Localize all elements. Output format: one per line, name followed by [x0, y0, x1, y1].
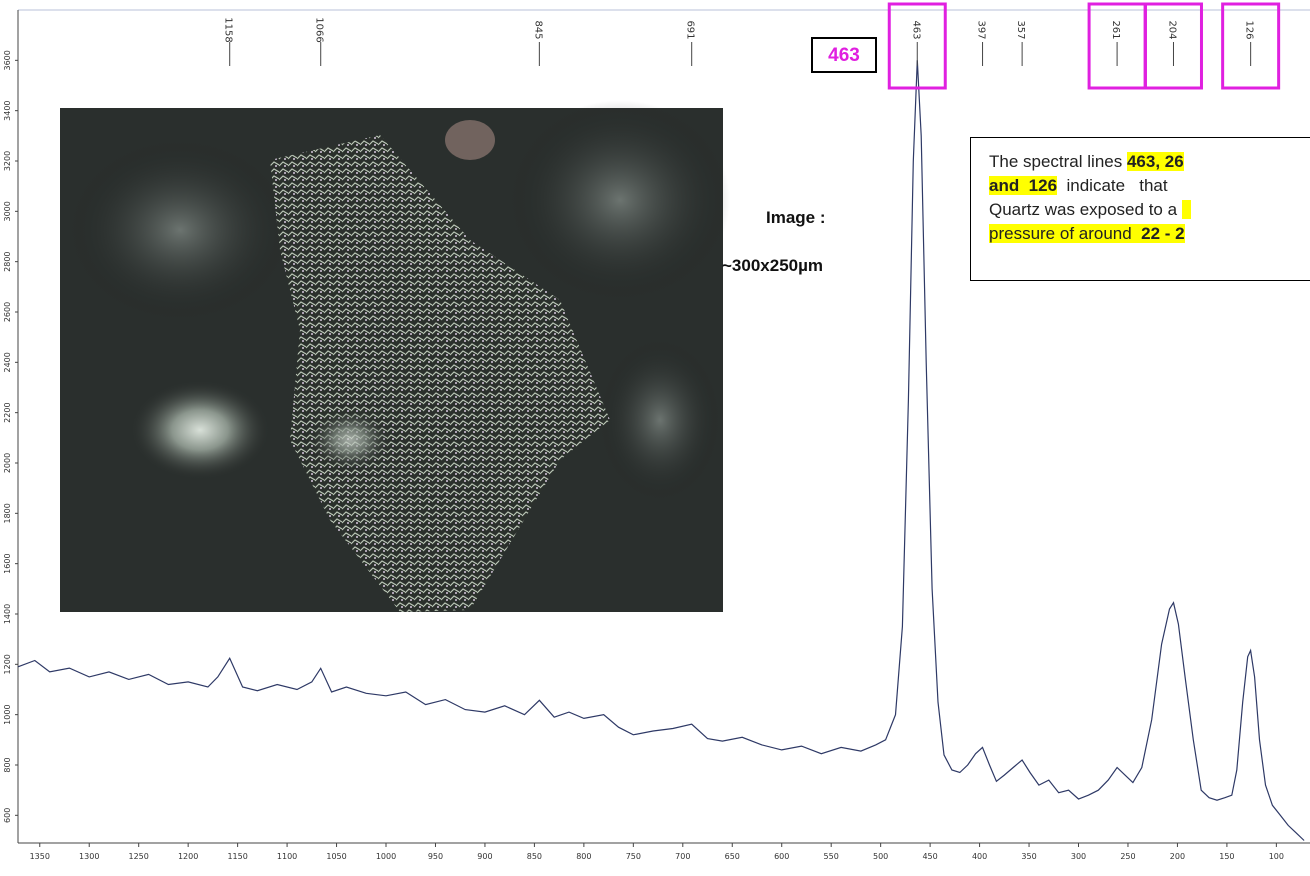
annotation-line: pressure of around 22 - 2 — [989, 222, 1310, 246]
peak-highlight — [887, 2, 947, 90]
y-tick-label: 2400 — [3, 352, 12, 372]
x-tick-label: 900 — [477, 852, 492, 861]
callout-box — [811, 37, 877, 73]
x-tick-label: 550 — [824, 852, 839, 861]
image-caption: Image : — [766, 208, 826, 227]
peak-highlight — [1143, 2, 1203, 90]
x-tick-label: 300 — [1071, 852, 1086, 861]
x-tick-label: 650 — [725, 852, 740, 861]
x-tick-label: 100 — [1269, 852, 1284, 861]
x-tick-label: 1350 — [30, 852, 50, 861]
annotation-text: Quartz was exposed to a — [989, 200, 1182, 219]
y-tick-label: 600 — [3, 808, 12, 823]
annotation: The spectral lines 463, 26 and 126 indica… — [970, 137, 1310, 281]
y-tick-label: 3600 — [3, 50, 12, 70]
y-tick-label: 1600 — [3, 553, 12, 573]
annotation-text: pressure of around — [989, 224, 1142, 243]
image-caption: ~300x250µm — [722, 256, 824, 275]
y-tick-label: 3000 — [3, 201, 12, 221]
y-tick-label: 2000 — [3, 453, 12, 473]
peak-highlight — [1221, 2, 1281, 90]
x-tick-label: 1100 — [277, 852, 297, 861]
y-tick-label: 1000 — [3, 704, 12, 724]
x-tick-label: 1150 — [227, 852, 247, 861]
x-tick-label: 1300 — [79, 852, 99, 861]
annotation-line: Quartz was exposed to a — [989, 198, 1310, 222]
x-tick-label: 1250 — [129, 852, 149, 861]
annotation-text: The spectral lines — [989, 152, 1127, 171]
peak-label: 463 — [910, 20, 921, 39]
x-tick-label: 150 — [1219, 852, 1234, 861]
y-tick-label: 3200 — [3, 151, 12, 171]
callout-label: 463 — [828, 45, 860, 66]
peak-label: 845 — [532, 20, 543, 39]
x-tick-label: 500 — [873, 852, 888, 861]
x-tick-label: 950 — [428, 852, 443, 861]
peak-label: 204 — [1166, 20, 1177, 39]
x-tick-label: 250 — [1120, 852, 1135, 861]
inset-photo — [60, 100, 730, 612]
peak-label: 126 — [1244, 20, 1255, 39]
peak-label: 1158 — [223, 17, 234, 42]
y-tick-label: 1200 — [3, 654, 12, 674]
y-tick-label: 2800 — [3, 251, 12, 271]
x-tick-label: 1000 — [376, 852, 396, 861]
annotation-text: 22 - 2 — [1141, 224, 1185, 243]
annotation-text — [1181, 200, 1192, 219]
annotation-text: indicate that — [1057, 176, 1168, 195]
y-tick-label: 800 — [3, 757, 12, 772]
annotation-line: and 126 indicate that — [989, 174, 1310, 198]
y-tick-label: 3400 — [3, 100, 12, 120]
x-tick-label: 200 — [1170, 852, 1185, 861]
peak-label: 691 — [685, 20, 696, 39]
y-tick-label: 2600 — [3, 302, 12, 322]
annotation-text: 463, 26 — [1126, 152, 1184, 171]
peak-label: 397 — [976, 20, 987, 39]
x-tick-label: 400 — [972, 852, 987, 861]
x-tick-label: 800 — [576, 852, 591, 861]
x-tick-label: 600 — [774, 852, 789, 861]
peak-label: 1066 — [314, 17, 325, 42]
x-tick-label: 1200 — [178, 852, 198, 861]
x-tick-label: 350 — [1021, 852, 1036, 861]
spectrum-line — [17, 60, 1305, 841]
x-tick-label: 750 — [626, 852, 641, 861]
x-tick-label: 850 — [527, 852, 542, 861]
x-tick-label: 450 — [922, 852, 937, 861]
annotation-text: and 126 — [989, 176, 1058, 195]
x-tick-label: 1050 — [326, 852, 346, 861]
peak-label: 261 — [1110, 20, 1121, 39]
peak-label: 357 — [1015, 20, 1026, 39]
y-tick-label: 2200 — [3, 402, 12, 422]
x-tick-label: 700 — [675, 852, 690, 861]
annotation-line: The spectral lines 463, 26 — [989, 150, 1310, 174]
y-tick-label: 1400 — [3, 604, 12, 624]
y-tick-label: 1800 — [3, 503, 12, 523]
